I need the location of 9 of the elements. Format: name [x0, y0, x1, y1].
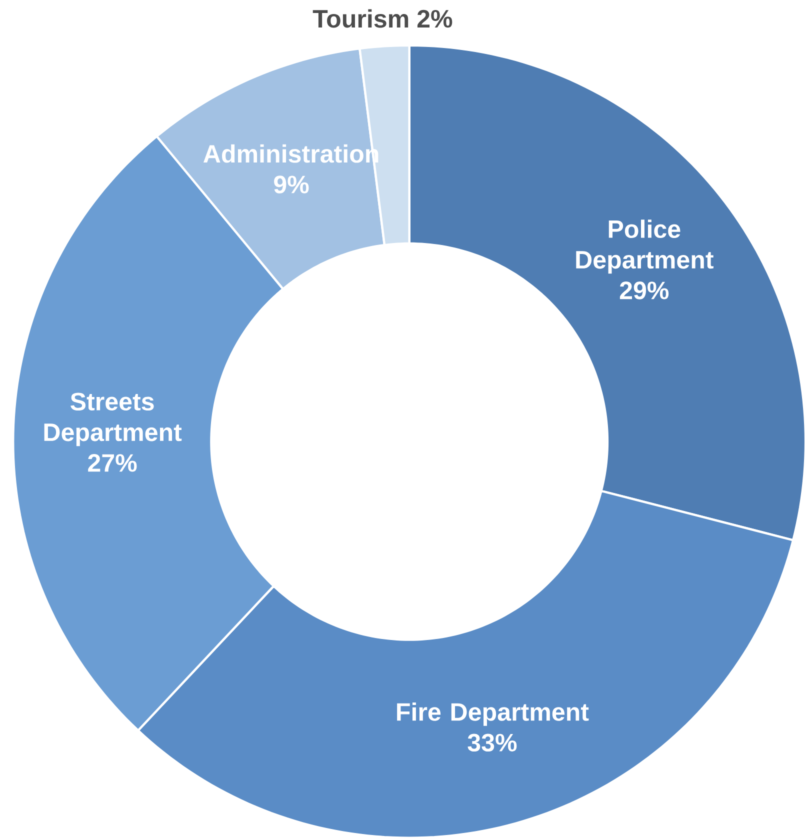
slice-label: Police Department: [576, 220, 714, 274]
slice-label: Tourism: [313, 9, 408, 28]
slice-label: Fire Department: [397, 702, 589, 726]
data-label: 29%: [620, 282, 669, 300]
data-label: 33%: [468, 734, 517, 752]
data-label: 2%: [418, 10, 452, 28]
slice-label: Streets Department: [44, 392, 182, 446]
data-label: 27%: [88, 454, 137, 472]
data-label: 9%: [274, 176, 309, 194]
